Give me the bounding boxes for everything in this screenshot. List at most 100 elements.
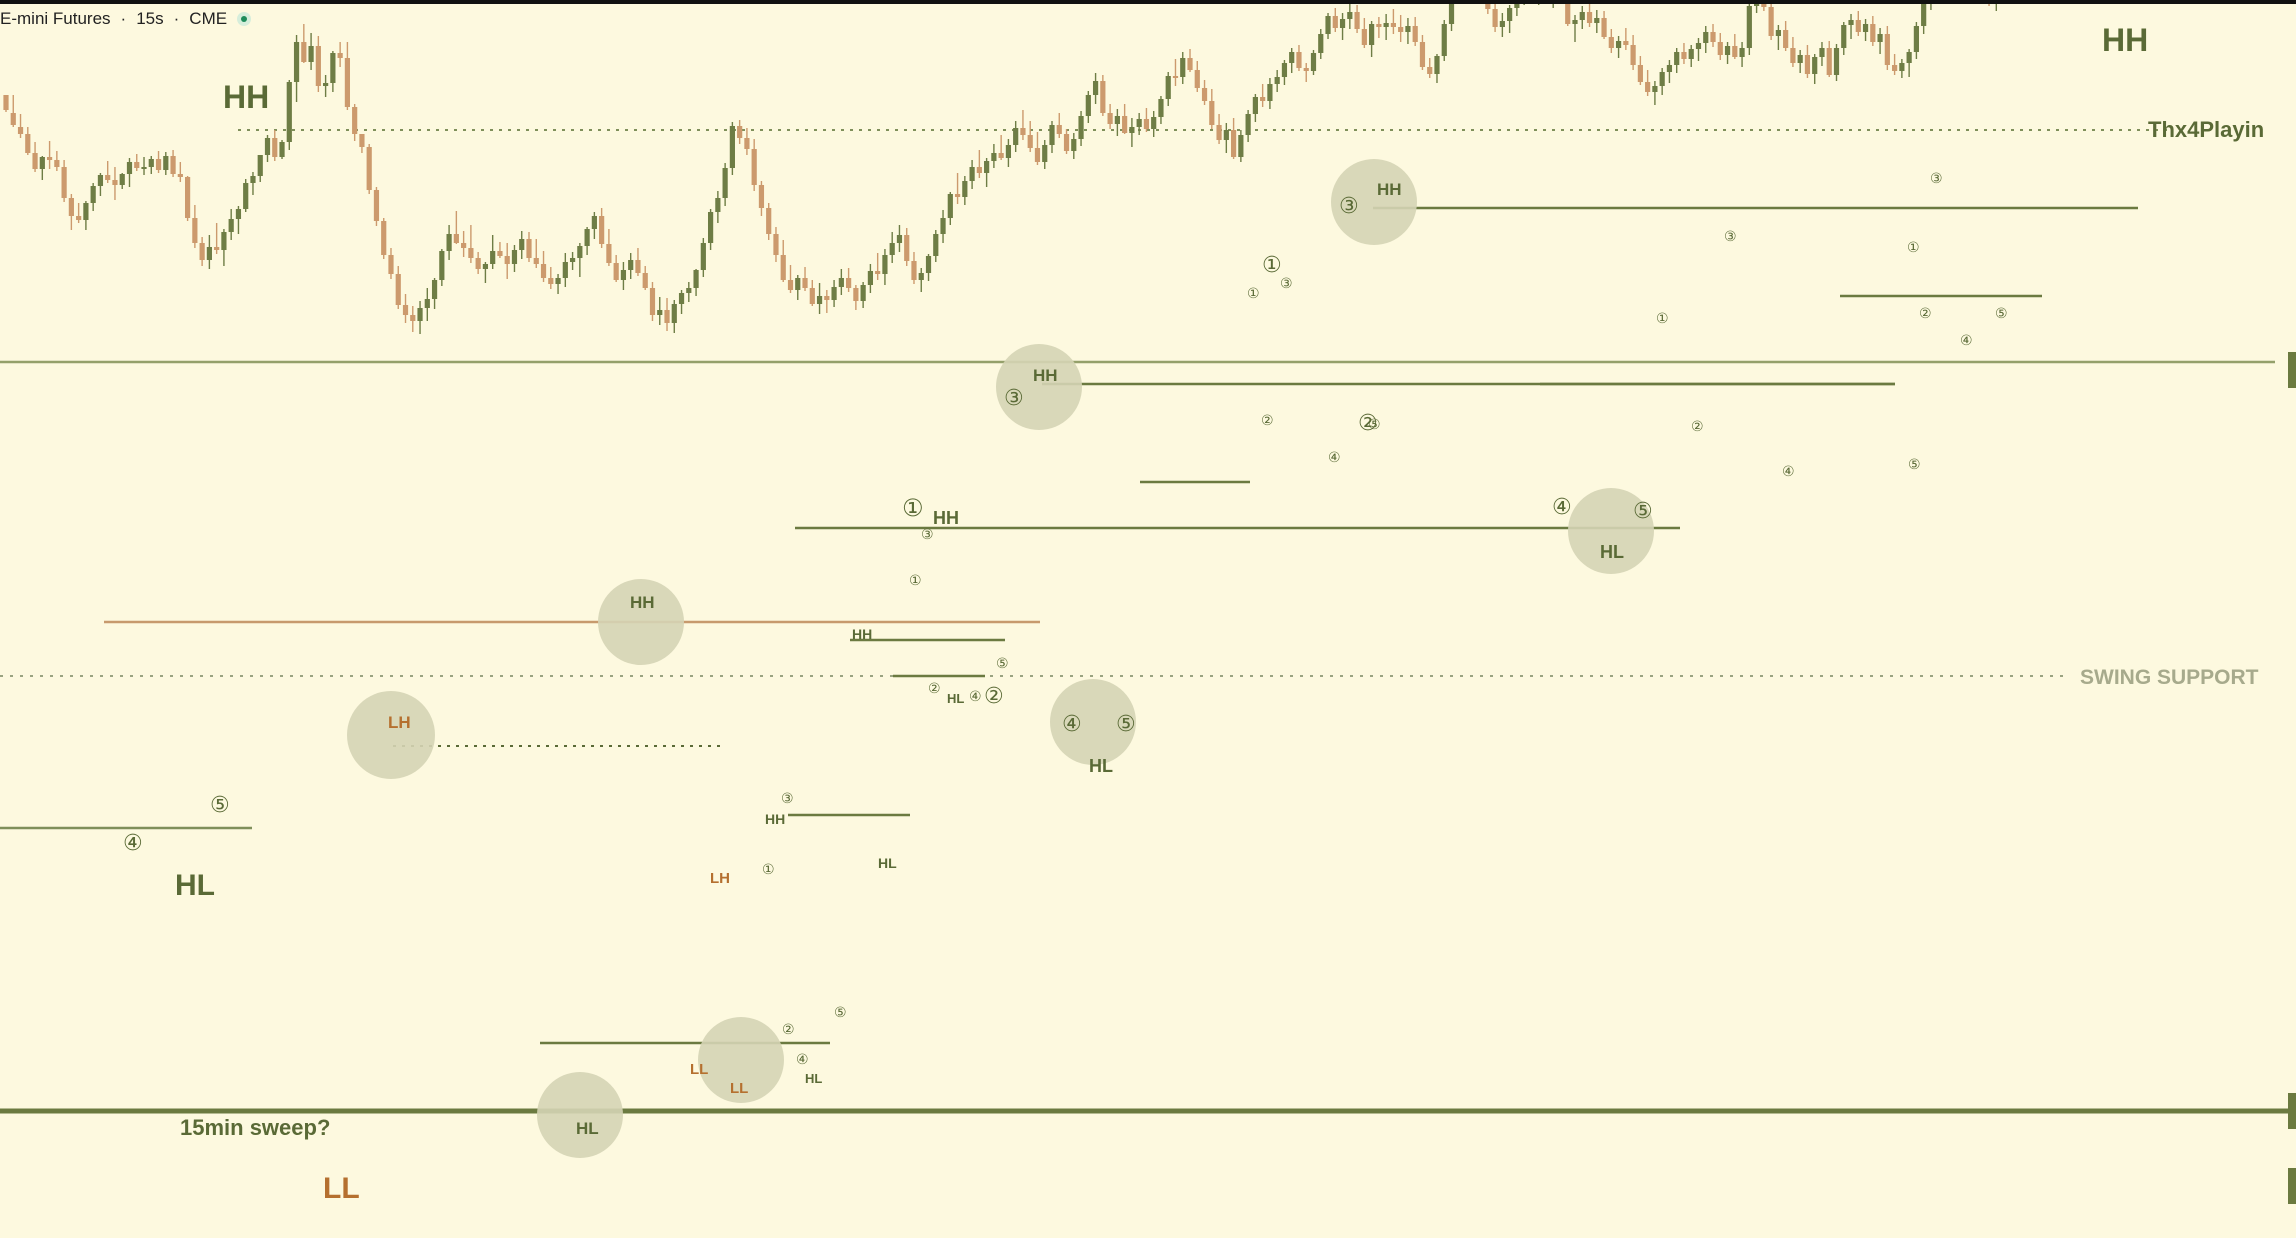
wave-marker: ⑤ <box>834 1004 847 1020</box>
label-hl-circle-bottom: HL <box>576 1119 599 1138</box>
candle <box>744 128 750 155</box>
candle-body <box>1637 65 1643 82</box>
candle-body <box>758 185 765 208</box>
candle <box>344 42 351 110</box>
candle-body <box>293 42 300 82</box>
candle-body <box>1303 68 1309 71</box>
candle-body <box>155 159 162 170</box>
candle <box>1361 18 1367 48</box>
candle-body <box>315 46 321 86</box>
candle <box>90 183 96 211</box>
candle-body <box>976 167 982 173</box>
candle-body <box>1783 30 1789 48</box>
candle-body <box>867 271 874 285</box>
candle-body <box>461 243 467 248</box>
candle-body <box>686 288 692 293</box>
scale-marker <box>2288 1168 2296 1204</box>
candle <box>264 135 271 162</box>
candle-body <box>1594 18 1600 23</box>
candle <box>1092 73 1099 104</box>
candle <box>1572 15 1578 42</box>
candle <box>330 51 336 92</box>
candle <box>1405 18 1411 44</box>
candle <box>25 127 31 155</box>
candle <box>184 176 191 221</box>
symbol-timeframe: 15s <box>136 9 164 28</box>
candle-body <box>272 138 278 157</box>
candle <box>3 95 9 112</box>
candle <box>1289 48 1295 73</box>
wave-marker: ③ <box>1004 385 1024 410</box>
candle-body <box>1078 116 1084 139</box>
wave-marker: ④ <box>1062 711 1082 736</box>
symbol-name: E-mini Futures <box>0 9 111 28</box>
candle-body <box>97 175 104 186</box>
candle-body <box>773 234 779 255</box>
candle-body <box>1361 29 1367 45</box>
candle-body <box>918 273 924 280</box>
swing-circle-hl-mid <box>1050 679 1136 765</box>
candle <box>475 252 481 274</box>
candle-body <box>1063 134 1070 151</box>
candle-body <box>875 271 881 274</box>
candle-body <box>911 261 917 280</box>
candle-body <box>1710 32 1716 42</box>
candle-body <box>1790 48 1796 63</box>
candle <box>199 237 205 266</box>
candle-body <box>1499 21 1505 27</box>
candle-body <box>620 270 627 280</box>
candle <box>461 231 467 257</box>
candle <box>1209 89 1215 129</box>
candle <box>431 278 438 309</box>
window-top-border <box>0 0 2296 4</box>
candle <box>925 254 932 281</box>
candle <box>17 114 24 138</box>
symbol-exchange: CME <box>189 9 228 28</box>
candle-body <box>3 95 9 110</box>
candle <box>1884 26 1890 70</box>
candle-body <box>1180 58 1186 77</box>
candle-body <box>540 264 547 278</box>
candle-body <box>1797 55 1803 63</box>
candle <box>1136 113 1142 135</box>
candle <box>1565 0 1571 26</box>
candle-body <box>1565 0 1571 24</box>
candle-body <box>1441 24 1447 56</box>
wave-marker: ① <box>762 861 775 877</box>
candle-body <box>308 46 314 62</box>
candle <box>54 151 60 171</box>
candle-body <box>846 278 852 288</box>
candle-body <box>1201 88 1208 101</box>
candle <box>511 245 518 272</box>
candle-body <box>555 278 561 284</box>
candle-body <box>1049 125 1055 145</box>
candle <box>1877 28 1883 54</box>
candle <box>642 266 648 290</box>
swing-circles <box>347 159 1654 1158</box>
candle <box>1245 110 1251 142</box>
candle-body <box>1354 12 1360 29</box>
candle-body <box>1412 26 1418 42</box>
candle <box>446 225 452 260</box>
candle <box>780 240 786 282</box>
candle <box>126 158 133 187</box>
candle <box>366 144 372 194</box>
candle-body <box>184 177 191 218</box>
candle-body <box>860 285 866 301</box>
candle-body <box>1122 116 1128 133</box>
candle <box>68 194 74 230</box>
symbol-header[interactable]: E-mini Futures · 15s · CME <box>0 6 252 32</box>
wave-marker: ④ <box>796 1051 809 1067</box>
candle <box>1899 59 1905 78</box>
candle <box>1870 16 1876 46</box>
wave-marker: ④ <box>969 688 982 704</box>
candle-body <box>148 159 154 167</box>
candle <box>1151 111 1157 137</box>
candle-body <box>737 126 743 138</box>
candle <box>468 225 474 263</box>
candle <box>1369 21 1375 57</box>
candle <box>824 290 830 313</box>
candle <box>1819 42 1825 66</box>
candle-body <box>352 107 358 134</box>
